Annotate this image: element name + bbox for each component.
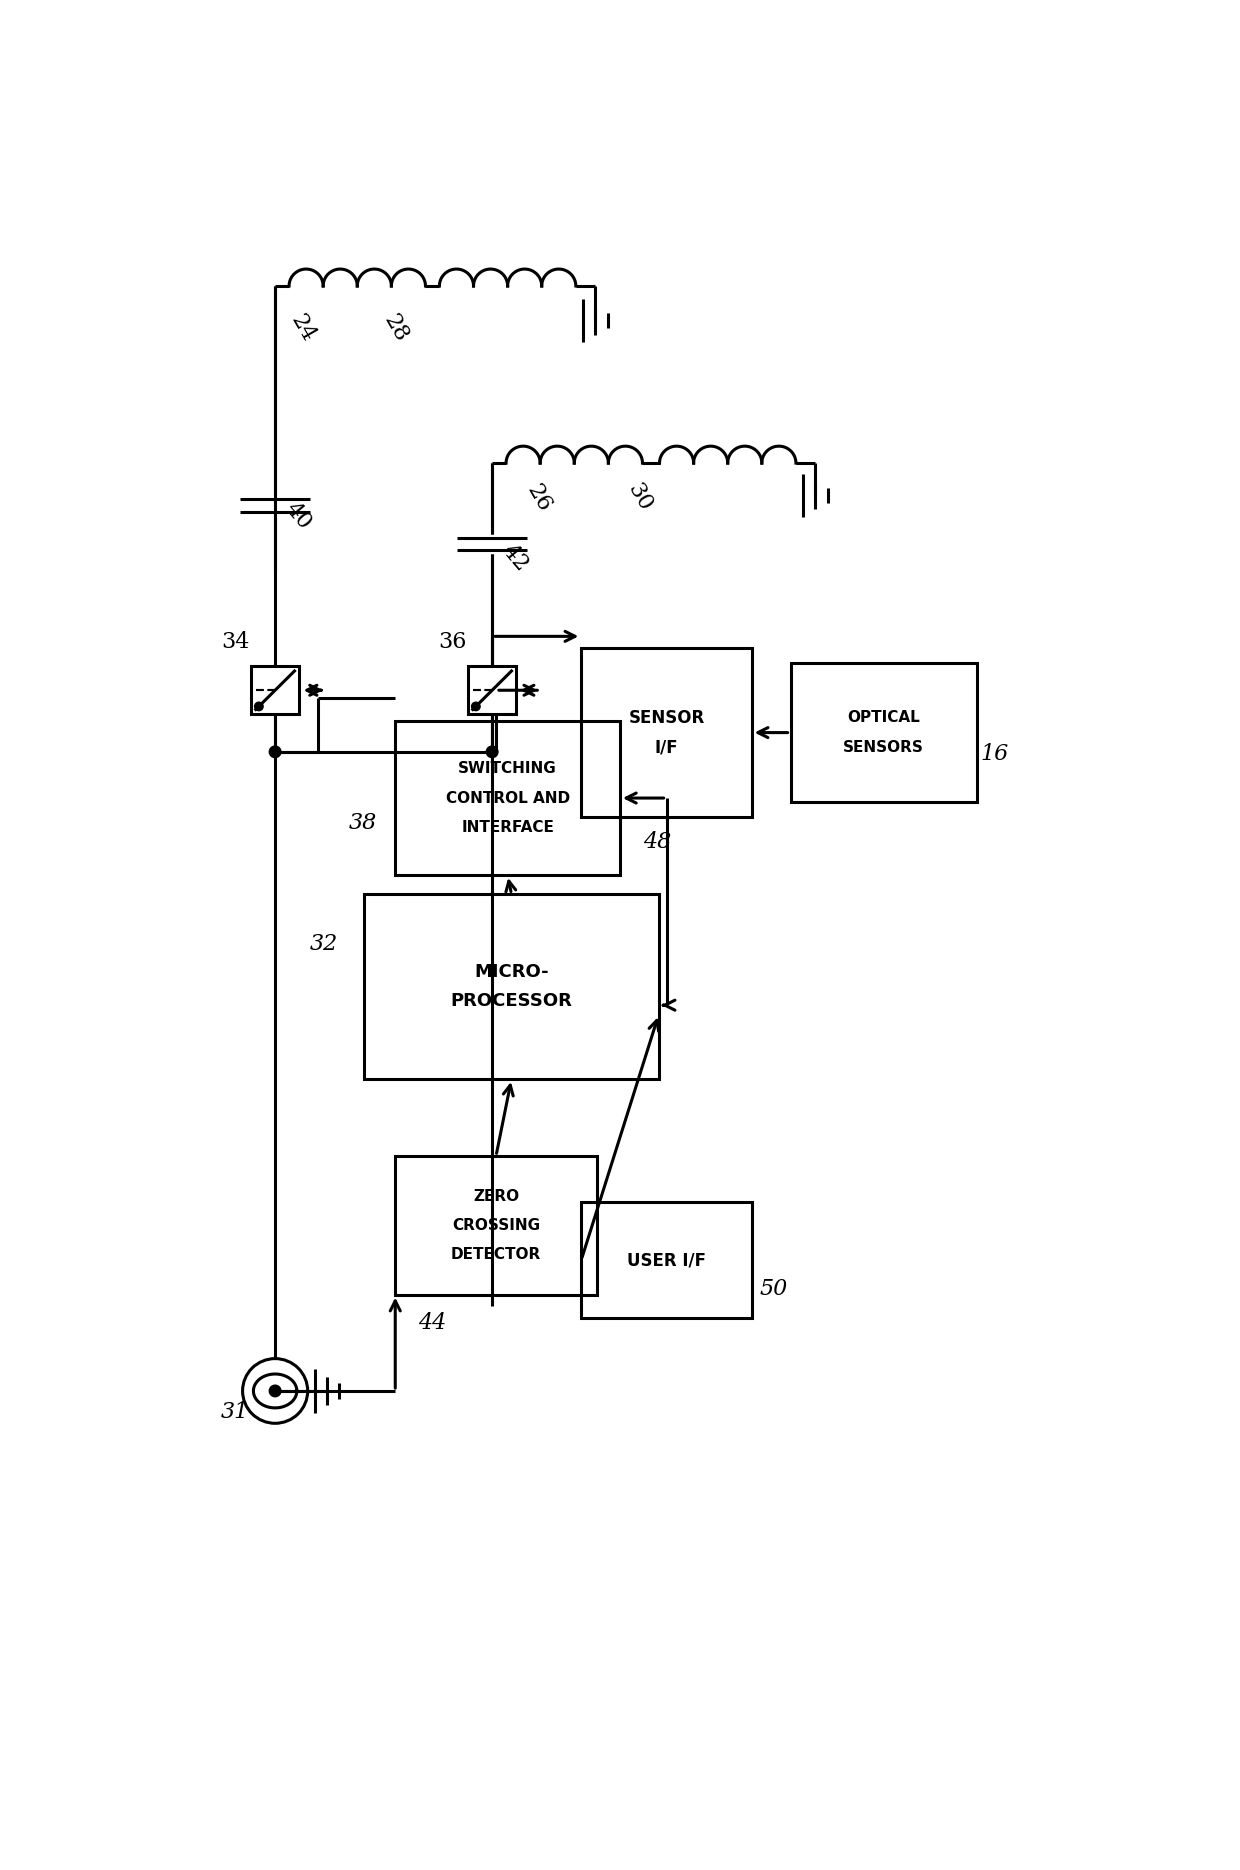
- Bar: [250, 666, 299, 714]
- Bar: [582, 1202, 751, 1318]
- Text: 48: 48: [644, 830, 672, 853]
- Text: MICRO-: MICRO-: [474, 963, 549, 982]
- Bar: [791, 664, 977, 802]
- Text: 50: 50: [759, 1277, 787, 1300]
- Circle shape: [254, 703, 263, 711]
- Text: 34: 34: [221, 630, 249, 653]
- Text: 36: 36: [438, 630, 466, 653]
- Text: SWITCHING: SWITCHING: [459, 761, 557, 776]
- Text: 42: 42: [498, 540, 533, 576]
- Text: 28: 28: [378, 310, 412, 346]
- Text: 32: 32: [310, 933, 339, 956]
- Text: SENSOR: SENSOR: [629, 709, 704, 727]
- Text: INTERFACE: INTERFACE: [461, 819, 554, 834]
- Bar: [582, 647, 751, 817]
- Text: 31: 31: [221, 1401, 249, 1423]
- Text: 44: 44: [419, 1313, 446, 1335]
- Circle shape: [471, 703, 480, 711]
- Bar: [396, 1156, 596, 1294]
- Circle shape: [269, 746, 281, 757]
- Bar: [396, 722, 620, 875]
- Text: OPTICAL: OPTICAL: [847, 711, 920, 726]
- Text: CROSSING: CROSSING: [451, 1217, 541, 1232]
- Text: 26: 26: [522, 481, 556, 516]
- Text: 24: 24: [285, 310, 319, 346]
- Bar: [365, 894, 658, 1079]
- Text: 40: 40: [280, 497, 316, 533]
- Circle shape: [486, 746, 498, 757]
- Text: 16: 16: [981, 742, 1008, 765]
- Text: DETECTOR: DETECTOR: [451, 1247, 541, 1262]
- Circle shape: [269, 1386, 281, 1397]
- Text: I/F: I/F: [655, 739, 678, 755]
- Text: 38: 38: [348, 812, 377, 834]
- Text: PROCESSOR: PROCESSOR: [450, 993, 573, 1010]
- Text: USER I/F: USER I/F: [627, 1251, 706, 1270]
- Text: ZERO: ZERO: [472, 1189, 520, 1204]
- Bar: [469, 666, 516, 714]
- Text: SENSORS: SENSORS: [843, 741, 924, 755]
- Text: 30: 30: [622, 481, 656, 516]
- Text: CONTROL AND: CONTROL AND: [445, 791, 569, 806]
